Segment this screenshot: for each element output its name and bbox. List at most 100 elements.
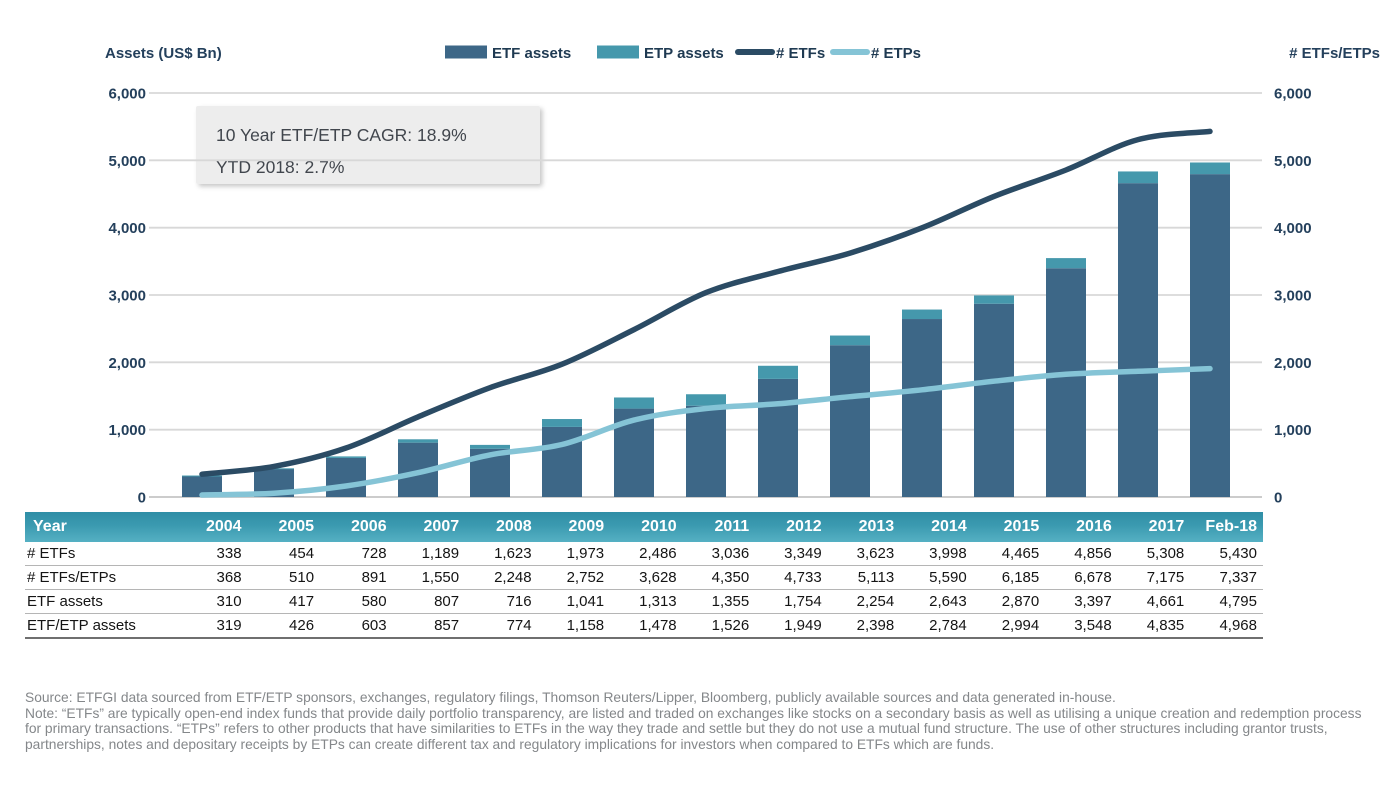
value-cell: 4,835 bbox=[1117, 613, 1191, 639]
value-cell: 5,308 bbox=[1117, 542, 1191, 566]
value-cell: 3,623 bbox=[827, 542, 901, 566]
value-cell: 580 bbox=[320, 589, 393, 614]
left-axis-title: Assets (US$ Bn) bbox=[105, 45, 222, 62]
value-cell: 3,036 bbox=[682, 542, 756, 566]
value-cell: 2,870 bbox=[972, 589, 1046, 614]
value-cell: 807 bbox=[392, 589, 466, 614]
row-label-cell: ETF assets bbox=[25, 589, 176, 614]
value-cell: 7,337 bbox=[1190, 565, 1263, 590]
cagr-annotation-line2: YTD 2018: 2.7% bbox=[216, 157, 344, 177]
value-cell: 891 bbox=[320, 565, 393, 590]
etf-assets-bar bbox=[542, 426, 582, 497]
value-cell: 510 bbox=[247, 565, 321, 590]
etp-assets-bar bbox=[470, 444, 510, 449]
source-line: Source: ETFGI data sourced from ETF/ETP … bbox=[25, 690, 1116, 705]
year-column-header: 2015 bbox=[972, 512, 1046, 542]
etp-assets-bar bbox=[614, 397, 654, 409]
right-axis-tick: 6,000 bbox=[1274, 86, 1312, 103]
value-cell: 1,158 bbox=[537, 613, 611, 639]
etp-assets-bar bbox=[830, 335, 870, 346]
value-cell: 3,628 bbox=[610, 565, 683, 590]
yearly-data-table: Year 2004 2005 2006 2007 2008 2009 2010 2011 2012… bbox=[25, 512, 1263, 639]
note-line: Note: “ETFs” are typically open-end inde… bbox=[25, 705, 1362, 752]
value-cell: 2,248 bbox=[465, 565, 538, 590]
value-cell: 3,349 bbox=[755, 542, 828, 566]
left-axis-tick: 2,000 bbox=[108, 355, 146, 372]
value-cell: 4,661 bbox=[1117, 589, 1191, 614]
etf-assets-bar bbox=[974, 303, 1014, 497]
value-cell: 2,752 bbox=[537, 565, 611, 590]
left-axis-tick: 1,000 bbox=[108, 422, 146, 439]
value-cell: 3,548 bbox=[1045, 613, 1118, 639]
year-column-header: Feb-18 bbox=[1190, 512, 1263, 542]
year-column-header: 2013 bbox=[827, 512, 901, 542]
value-cell: 1,041 bbox=[537, 589, 611, 614]
value-cell: 1,949 bbox=[755, 613, 828, 639]
value-cell: 3,397 bbox=[1045, 589, 1118, 614]
left-axis-tick: 0 bbox=[138, 490, 146, 507]
value-cell: 310 bbox=[175, 589, 248, 614]
value-cell: 857 bbox=[392, 613, 466, 639]
etp-assets-bar bbox=[398, 439, 438, 443]
legend-label-2: ETP assets bbox=[644, 45, 724, 62]
etp-assets-bar bbox=[1118, 171, 1158, 184]
value-cell: 728 bbox=[320, 542, 393, 566]
row-label-cell: ETF/ETP assets bbox=[25, 613, 176, 639]
legend-swatch-2 bbox=[597, 45, 639, 59]
assets-growth-chart: 10 Year ETF/ETP CAGR: 18.9% YTD 2018: 2.7… bbox=[105, 45, 1380, 507]
value-cell: 3,998 bbox=[900, 542, 973, 566]
etf-assets-bar bbox=[1046, 268, 1086, 497]
table-row: # ETFs/ETPs 368 510 891 1,550 2,248 2,752 3,628… bbox=[25, 565, 1263, 590]
year-column-header: 2014 bbox=[900, 512, 973, 542]
source-note: Source: ETFGI data sourced from ETF/ETP … bbox=[25, 690, 1377, 752]
right-axis-tick: 1,000 bbox=[1274, 422, 1312, 439]
value-cell: 4,350 bbox=[682, 565, 756, 590]
value-cell: 5,590 bbox=[900, 565, 973, 590]
year-column-header: 2016 bbox=[1045, 512, 1118, 542]
value-cell: 1,189 bbox=[392, 542, 466, 566]
legend-label-3: # ETFs bbox=[776, 45, 825, 62]
year-column-header: 2008 bbox=[465, 512, 538, 542]
cagr-annotation-line1: 10 Year ETF/ETP CAGR: 18.9% bbox=[216, 125, 467, 145]
value-cell: 7,175 bbox=[1117, 565, 1191, 590]
year-column-header: 2011 bbox=[682, 512, 756, 542]
etf-assets-bar bbox=[902, 319, 942, 497]
value-cell: 1,754 bbox=[755, 589, 828, 614]
value-cell: 4,968 bbox=[1190, 613, 1263, 639]
etp-assets-bar bbox=[974, 295, 1014, 304]
left-axis-tick: 5,000 bbox=[108, 153, 146, 170]
row-label-cell: # ETFs bbox=[25, 542, 176, 566]
etf-assets-bar bbox=[686, 405, 726, 497]
value-cell: 603 bbox=[320, 613, 393, 639]
year-column-header: 2005 bbox=[247, 512, 321, 542]
value-cell: 454 bbox=[247, 542, 321, 566]
left-axis-tick: 4,000 bbox=[108, 220, 146, 237]
legend-swatch-1 bbox=[445, 45, 487, 59]
table-row: # ETFs 338 454 728 1,189 1,623 1,973 2,486 3,036… bbox=[25, 542, 1263, 566]
value-cell: 1,623 bbox=[465, 542, 538, 566]
row-label-cell: # ETFs/ETPs bbox=[25, 565, 176, 590]
etp-assets-bar bbox=[758, 365, 798, 379]
right-axis-tick: 3,000 bbox=[1274, 288, 1312, 305]
value-cell: 4,465 bbox=[972, 542, 1046, 566]
table-row: ETF assets 310 417 580 807 716 1,041 1,313 1,355… bbox=[25, 589, 1263, 614]
value-cell: 319 bbox=[175, 613, 248, 639]
right-axis-title: # ETFs/ETPs bbox=[1289, 45, 1380, 62]
value-cell: 2,784 bbox=[900, 613, 973, 639]
etf-assets-bar bbox=[758, 378, 798, 497]
etp-assets-bar bbox=[542, 419, 582, 427]
etps-count-line bbox=[199, 365, 1213, 498]
value-cell: 338 bbox=[175, 542, 248, 566]
value-cell: 1,313 bbox=[610, 589, 683, 614]
legend-label-1: ETF assets bbox=[492, 45, 571, 62]
table-header-row: Year 2004 2005 2006 2007 2008 2009 2010 2011 2012… bbox=[25, 512, 1263, 542]
year-column-header: 2006 bbox=[320, 512, 393, 542]
etf-assets-bar bbox=[1118, 183, 1158, 497]
value-cell: 4,856 bbox=[1045, 542, 1118, 566]
value-cell: 6,678 bbox=[1045, 565, 1118, 590]
cagr-annotation-box bbox=[196, 106, 540, 184]
etp-assets-bar bbox=[1190, 162, 1230, 175]
value-cell: 6,185 bbox=[972, 565, 1046, 590]
right-axis-tick: 0 bbox=[1274, 490, 1282, 507]
year-column-header: 2017 bbox=[1117, 512, 1191, 542]
